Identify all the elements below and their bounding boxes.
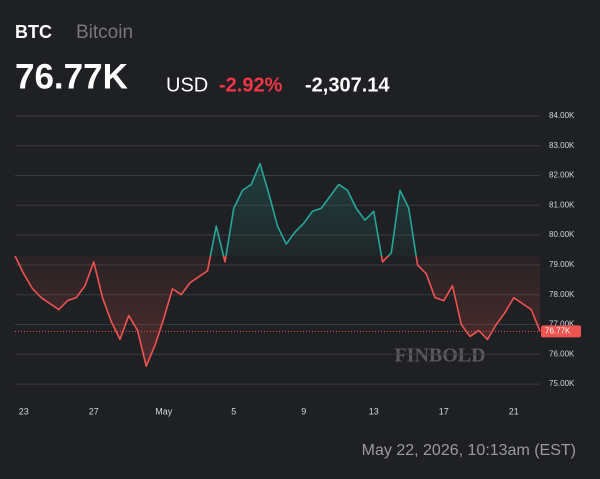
x-tick-label: 23 [19,406,29,416]
timestamp: May 22, 2026, 10:13am (EST) [362,442,576,459]
x-tick-label: 5 [231,406,236,416]
y-tick-label: 81.00K [549,200,575,209]
asset-name: Bitcoin [76,22,133,43]
last-price-label: 76.77K [545,326,571,335]
y-tick-label: 78.00K [549,290,575,299]
x-tick-label: 13 [369,406,379,416]
y-tick-label: 82.00K [549,171,575,180]
x-tick-label: 17 [439,406,449,416]
price: 76.77K [15,57,128,96]
currency: USD [166,74,208,96]
last-price-tag [541,325,581,338]
change: -2,307.14 [305,74,390,96]
y-tick-label: 76.00K [549,349,575,358]
x-tick-label: 9 [301,406,306,416]
watermark: FINBOLD [394,345,485,367]
price-line [14,162,541,368]
y-tick-label: 84.00K [549,111,575,120]
symbol: BTC [15,22,52,42]
area [15,163,540,367]
y-tick-label: 77.00K [549,320,575,329]
y-tick-label: 79.00K [549,260,575,269]
x-tick-label: May [155,406,173,416]
y-tick-label: 80.00K [549,230,575,239]
y-tick-label: 83.00K [549,141,575,150]
change-pct: -2.92% [219,74,283,96]
x-tick-label: 27 [89,406,99,416]
y-tick-label: 75.00K [549,379,575,388]
x-tick-label: 21 [509,406,519,416]
